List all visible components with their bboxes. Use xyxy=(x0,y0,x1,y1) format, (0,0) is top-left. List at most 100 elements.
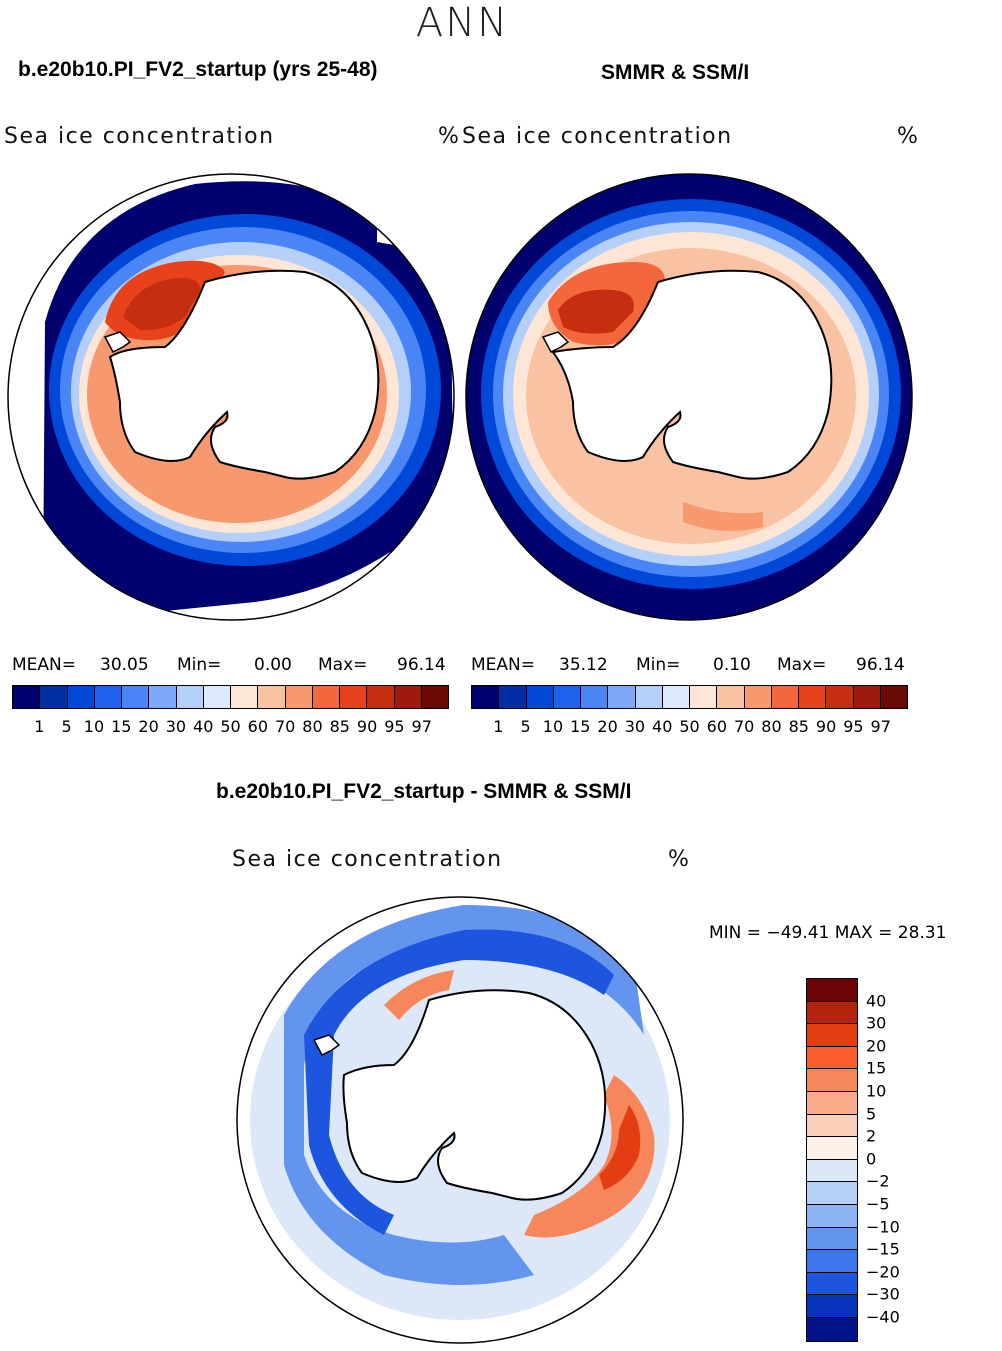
colorbar-tick-label: 50 xyxy=(220,717,241,736)
colorbar-tick-label: −20 xyxy=(866,1262,900,1282)
colorbar-swatch xyxy=(807,1204,857,1228)
colorbar-swatch xyxy=(421,686,448,708)
colorbar-tick-label: 2 xyxy=(866,1126,877,1146)
diff-panel-minmax: MIN = −49.41 MAX = 28.31 xyxy=(709,923,947,943)
colorbar-swatch xyxy=(717,686,745,708)
antarctic-peninsula xyxy=(103,331,132,353)
colorbar-tick-label: 10 xyxy=(542,717,564,736)
colorbar-tick-label: 1 xyxy=(34,717,45,736)
colorbar-swatch xyxy=(258,686,286,708)
colorbar-swatch xyxy=(94,686,122,708)
panel-1-stats: MEAN= 30.05 Min= 0.00 Max= 96.14 xyxy=(12,654,452,676)
panel-2-colorbar-ticks: 1 5 10 15 20 30 40 50 60 70 80 85 90 95 97 xyxy=(471,717,908,737)
colorbar-swatch xyxy=(807,1182,857,1205)
colorbar-tick-label: 90 xyxy=(356,717,378,736)
colorbar-swatch xyxy=(807,1272,857,1296)
colorbar-tick-label: −10 xyxy=(866,1217,900,1237)
map-boundary xyxy=(7,173,455,621)
antarctica-land xyxy=(551,269,833,480)
antarctica-land xyxy=(342,989,607,1201)
colorbar-tick-label: 90 xyxy=(815,717,837,736)
panel-1-mean-value: 30.05 xyxy=(100,655,149,675)
colorbar-swatch xyxy=(807,1295,857,1318)
colorbar-swatch xyxy=(807,1159,857,1183)
panel-1-title: b.e20b10.PI_FV2_startup (yrs 25-48) xyxy=(18,58,378,81)
colorbar-swatch xyxy=(807,1091,857,1115)
colorbar-tick-label: −5 xyxy=(866,1194,890,1214)
colorbar-swatch xyxy=(231,686,259,708)
colorbar-tick-label: 95 xyxy=(843,717,864,736)
antarctic-peninsula xyxy=(541,331,570,353)
colorbar-tick-label: 10 xyxy=(866,1081,887,1101)
panel-2-mean-label: MEAN= xyxy=(471,655,535,675)
colorbar-tick-label: 30 xyxy=(866,1013,887,1033)
ross-high-ice xyxy=(683,502,763,531)
colorbar-tick-label: −30 xyxy=(866,1284,900,1304)
colorbar-tick-label: 80 xyxy=(302,717,323,736)
colorbar-swatch xyxy=(176,686,204,708)
colorbar-tick-label: 15 xyxy=(866,1058,887,1078)
panel-1-units: % xyxy=(438,124,461,149)
diff-band-strong-positive xyxy=(599,1105,641,1190)
colorbar-tick-label: −2 xyxy=(866,1171,890,1191)
colorbar-tick-label: 70 xyxy=(733,717,755,736)
colorbar-swatch xyxy=(807,1317,857,1341)
panel-2-max-label: Max= xyxy=(777,655,827,675)
colorbar-tick-label: 20 xyxy=(866,1036,887,1056)
colorbar-tick-label: 70 xyxy=(274,717,296,736)
panel-2-colorbar xyxy=(471,685,908,709)
colorbar-tick-label: 40 xyxy=(193,717,214,736)
panel-1-map xyxy=(7,173,455,621)
panel-2-stats: MEAN= 35.12 Min= 0.10 Max= 96.14 xyxy=(471,654,911,676)
colorbar-tick-label: 97 xyxy=(411,717,432,736)
panel-1-min-label: Min= xyxy=(177,655,222,675)
panel-2-title: SMMR & SSM/I xyxy=(601,61,750,84)
colorbar-swatch xyxy=(807,1069,857,1092)
colorbar-swatch xyxy=(581,686,609,708)
colorbar-tick-label: 85 xyxy=(329,717,350,736)
colorbar-swatch xyxy=(826,686,854,708)
panel-1-colorbar-ticks: 1 5 10 15 20 30 40 50 60 70 80 85 90 95 97 xyxy=(12,717,449,737)
colorbar-swatch xyxy=(853,686,881,708)
colorbar-swatch xyxy=(807,1114,857,1138)
colorbar-swatch xyxy=(472,686,500,708)
diff-band-positive xyxy=(524,1075,655,1238)
colorbar-swatch xyxy=(340,686,368,708)
colorbar-tick-label: 5 xyxy=(866,1104,877,1124)
diff-band-weddell-positive xyxy=(384,970,454,1020)
colorbar-swatch xyxy=(367,686,395,708)
colorbar-tick-label: 40 xyxy=(866,991,887,1011)
diff-panel-title: b.e20b10.PI_FV2_startup - SMMR & SSM/I xyxy=(216,780,632,803)
panel-2-field-label: Sea ice concentration xyxy=(462,124,733,149)
colorbar-tick-label: 40 xyxy=(652,717,673,736)
colorbar-tick-label: 60 xyxy=(247,717,268,736)
weddell-core-ice xyxy=(558,289,634,334)
colorbar-tick-label: 5 xyxy=(61,717,72,736)
weddell-core-ice xyxy=(123,277,200,331)
colorbar-swatch xyxy=(499,686,527,708)
colorbar-tick-label: 30 xyxy=(624,717,646,736)
colorbar-tick-label: 0 xyxy=(866,1149,877,1169)
colorbar-swatch xyxy=(122,686,150,708)
antarctica-land xyxy=(108,269,380,480)
colorbar-swatch xyxy=(799,686,827,708)
colorbar-swatch xyxy=(553,686,581,708)
colorbar-tick-label: 20 xyxy=(138,717,159,736)
colorbar-tick-label: 15 xyxy=(111,717,132,736)
colorbar-swatch xyxy=(807,1001,857,1025)
panel-1-mean-label: MEAN= xyxy=(12,655,76,675)
diff-panel-map xyxy=(236,896,684,1344)
colorbar-swatch xyxy=(312,686,340,708)
colorbar-swatch xyxy=(608,686,636,708)
panel-2-map xyxy=(465,173,913,621)
colorbar-swatch xyxy=(807,1024,857,1047)
colorbar-swatch xyxy=(67,686,95,708)
colorbar-swatch xyxy=(807,1250,857,1273)
colorbar-tick-label: 10 xyxy=(83,717,105,736)
colorbar-tick-label: 50 xyxy=(679,717,700,736)
colorbar-tick-label: 60 xyxy=(706,717,727,736)
colorbar-tick-label: −15 xyxy=(866,1239,900,1259)
colorbar-swatch xyxy=(807,1046,857,1070)
colorbar-swatch xyxy=(807,979,857,1002)
colorbar-tick-label: 30 xyxy=(165,717,187,736)
